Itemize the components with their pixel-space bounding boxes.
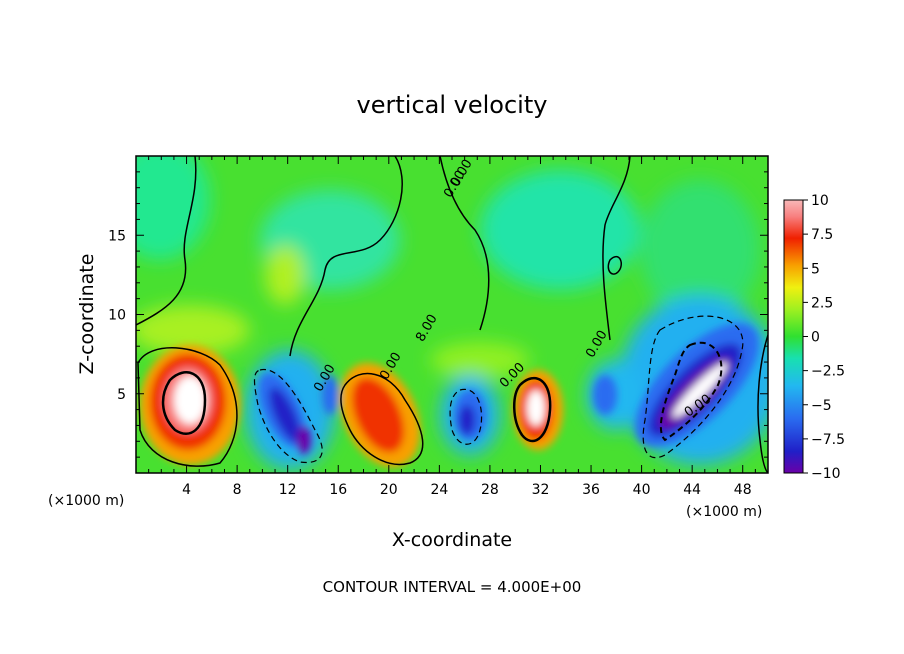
chart-title: vertical velocity: [357, 91, 548, 119]
y-tick-label: 10: [108, 308, 126, 324]
x-tick-label: 32: [532, 482, 550, 498]
colorbar-tick-label: −10: [811, 466, 841, 482]
updraft2-red: [351, 377, 405, 453]
negative-contours: [253, 315, 744, 464]
updraft1-inner-contour: [161, 371, 207, 435]
x-tick-label: 8: [233, 482, 242, 498]
zero-contour-2: [289, 156, 403, 357]
downdraft2-darkblue: [459, 405, 475, 435]
downdraft4-blue: [593, 375, 617, 415]
contour-interval-note: CONTOUR INTERVAL = 4.000E+00: [323, 578, 582, 596]
y-tick-label: 5: [117, 387, 126, 403]
colorbar-tick-label: 5: [811, 261, 820, 277]
field-sharp-layer: [140, 323, 759, 468]
x-tick-label: 20: [380, 482, 398, 498]
x-tick-label: 24: [430, 482, 448, 498]
x-tick-label: 36: [582, 482, 600, 498]
contour-lines: [136, 156, 768, 473]
downdraft1-core: [297, 426, 311, 454]
downdraft5-contour: [642, 315, 744, 459]
colorbar-tick-label: 0: [811, 330, 820, 346]
colorbar-tick-label: 7.5: [811, 227, 833, 243]
x-tick-label: 40: [633, 482, 651, 498]
y-tick-label: 15: [108, 228, 126, 244]
yellowgreen-patch-mid: [430, 342, 530, 378]
x-tick-label: 12: [279, 482, 297, 498]
colorbar: [783, 199, 804, 474]
x-tick-label: 4: [182, 482, 191, 498]
downdraft1-contour: [253, 369, 323, 464]
colorbar-ticks: 10 7.5 5 2.5 0 −2.5 −5 −7.5 −10: [803, 193, 845, 482]
downdraft2-contour: [449, 388, 483, 445]
downdraft5-core: [672, 362, 728, 418]
colorbar-tick-label: −2.5: [811, 364, 845, 380]
zero-contour-3: [439, 156, 490, 331]
green-patch-right: [640, 180, 760, 320]
downdraft3-blue: [322, 375, 338, 415]
colorbar-tick-label: 10: [811, 193, 829, 209]
x-tick-label: 44: [683, 482, 701, 498]
colorbar-tick-label: −7.5: [811, 432, 845, 448]
cyan-patch-upper-right: [480, 170, 640, 290]
cyan-patch-upper-left: [136, 156, 210, 260]
right-edge-contour: [757, 334, 768, 473]
updraft1-contour: [137, 347, 238, 467]
downdraft5-inner-contour: [659, 341, 723, 442]
yellowgreen-patch-left: [136, 305, 250, 355]
x-axis-ticks: 4 8 12 16 20 24 28 32 36 40 44 48: [148, 156, 756, 498]
x-unit-left: (×1000 m): [48, 493, 124, 509]
colorbar-tick-label: −5: [811, 398, 832, 414]
updraft1-core: [174, 376, 206, 424]
isolated-contour: [607, 255, 622, 275]
heatmap-field: [136, 156, 768, 473]
zero-contour-4: [602, 156, 631, 341]
downdraft1-darkblue: [269, 387, 301, 443]
y-axis-ticks: 5 10 15: [108, 171, 768, 458]
colorbar-tick-label: 2.5: [811, 295, 833, 311]
x-axis-label: X-coordinate: [392, 529, 512, 551]
x-tick-label: 48: [734, 482, 752, 498]
y-axis-label: Z-coordinate: [76, 254, 98, 375]
x-tick-label: 28: [481, 482, 499, 498]
updraft3-contour: [513, 376, 552, 443]
updraft3-core: [527, 390, 545, 426]
zero-contour-1: [136, 156, 197, 326]
updraft2-contour: [340, 372, 424, 466]
x-tick-label: 16: [329, 482, 347, 498]
x-unit-right: (×1000 m): [686, 504, 762, 520]
yellow-patch: [265, 245, 305, 305]
